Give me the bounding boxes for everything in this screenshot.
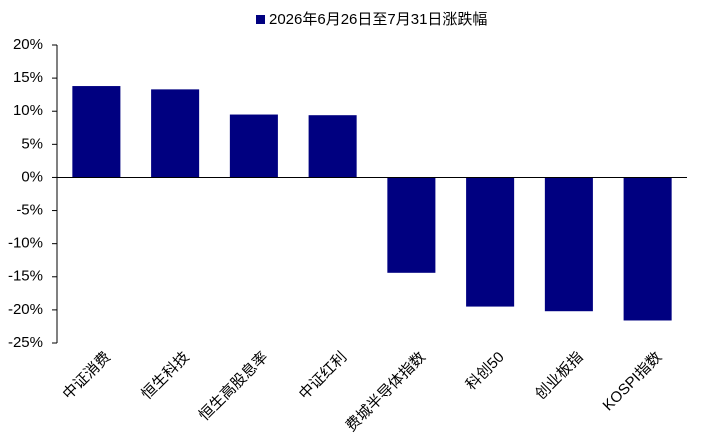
bar (308, 115, 357, 178)
bar (387, 177, 436, 273)
y-tick-label: -20% (8, 301, 43, 318)
x-tick-label: 恒生高股息率 (196, 349, 272, 425)
bar (544, 177, 593, 312)
x-tick-label: KOSPI指数 (600, 349, 666, 415)
y-tick-label: 0% (21, 168, 43, 185)
bar (466, 177, 515, 307)
y-tick-label: -5% (16, 202, 43, 219)
bar (623, 177, 672, 321)
x-tick-label: 中证红利 (296, 349, 350, 403)
bar (229, 114, 278, 178)
x-tick-label: 科创50 (463, 349, 508, 394)
y-tick-label: -10% (8, 235, 43, 252)
y-tick-label: 10% (13, 102, 43, 119)
legend-label: 2026年6月26日至7月31日涨跌幅 (269, 11, 487, 28)
x-tick-label: 费城半导体指数 (343, 349, 429, 435)
y-tick-label: 15% (13, 69, 43, 86)
legend-swatch (256, 15, 265, 24)
y-tick-label: 20% (13, 36, 43, 53)
y-tick-label: 5% (21, 135, 43, 152)
y-tick-label: -15% (8, 268, 43, 285)
x-tick-label: 创业板指 (531, 348, 586, 403)
bar (72, 86, 121, 178)
x-tick-label: 中证消费 (60, 349, 114, 403)
x-tick-label: 恒生科技 (138, 349, 192, 403)
y-tick-label: -25% (8, 334, 43, 351)
bar (151, 89, 200, 178)
